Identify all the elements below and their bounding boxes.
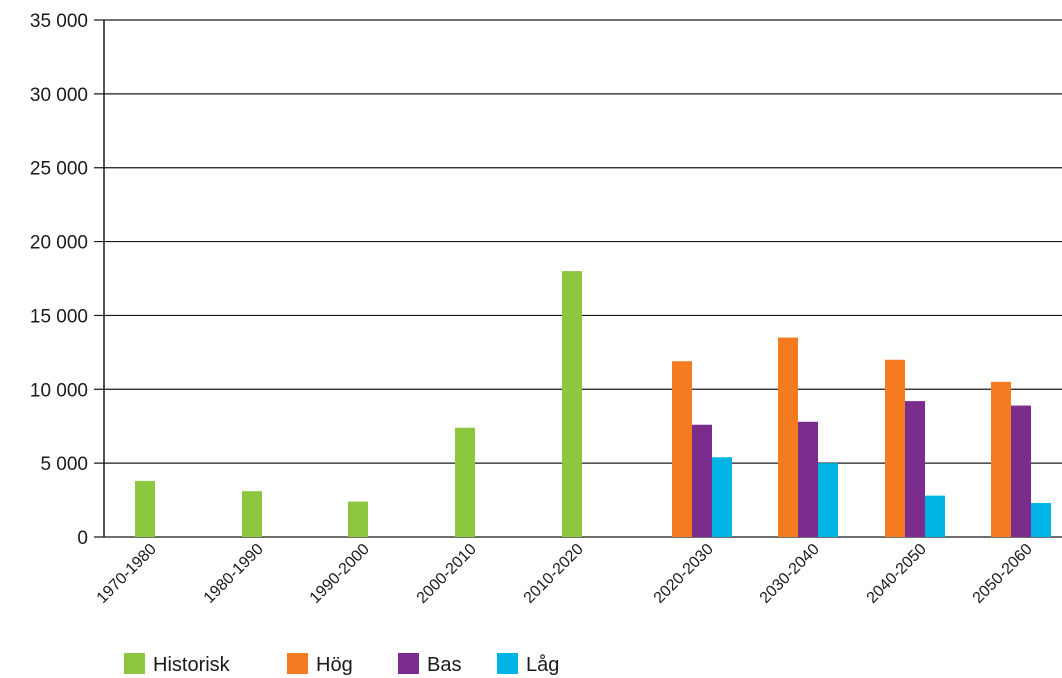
- legend-swatch-historisk: [124, 653, 145, 674]
- bar-bas-2050-2060: [1011, 405, 1031, 537]
- bar-bas-2020-2030: [692, 424, 712, 537]
- legend-label: Hög: [316, 654, 353, 676]
- bar-bas-2040-2050: [905, 401, 925, 537]
- x-category-label: 2030-2040: [757, 541, 823, 607]
- bar-låg-2050-2060: [1031, 503, 1051, 537]
- x-category-label: 1990-2000: [307, 541, 373, 607]
- legend-label: Bas: [427, 654, 461, 676]
- y-tick-label: 30 000: [30, 85, 88, 106]
- y-tick-label: 15 000: [30, 306, 88, 327]
- bar-låg-2030-2040: [818, 463, 838, 537]
- y-tick-label: 35 000: [30, 11, 88, 32]
- legend-label: Historisk: [153, 654, 231, 676]
- x-category-label: 2010-2020: [521, 541, 587, 607]
- x-category-label: 2000-2010: [414, 541, 480, 607]
- x-axis-categories: 1970-1980 1980-1990 1990-2000 2000-2010 2010…: [94, 541, 1036, 607]
- x-category-label: 2050-2060: [970, 541, 1036, 607]
- bar-historisk-2010-2020: [562, 271, 582, 537]
- bar-låg-2040-2050: [925, 495, 945, 537]
- bar-bas-2030-2040: [798, 421, 818, 537]
- bar-hög-2040-2050: [885, 359, 905, 537]
- y-tick-label: 10 000: [30, 380, 88, 401]
- bar-historisk-2000-2010: [455, 427, 475, 537]
- y-tick-label: 0: [77, 528, 88, 549]
- legend-label: Låg: [526, 654, 559, 676]
- x-category-label: 2020-2030: [651, 541, 717, 607]
- x-category-label: 1970-1980: [94, 541, 160, 607]
- bars: [135, 271, 1051, 537]
- y-tick-label: 5 000: [40, 454, 88, 475]
- legend: Historisk Hög Bas Låg: [124, 653, 559, 676]
- bar-historisk-1980-1990: [242, 491, 262, 537]
- bar-historisk-1990-2000: [348, 501, 368, 537]
- bar-historisk-1970-1980: [135, 480, 155, 537]
- bar-hög-2050-2060: [991, 381, 1011, 537]
- legend-swatch-hög: [287, 653, 308, 674]
- x-category-label: 2040-2050: [864, 541, 930, 607]
- legend-swatch-bas: [398, 653, 419, 674]
- bar-hög-2030-2040: [778, 337, 798, 537]
- y-axis-ticks: 0 5 000 10 000 15 000 20 000 25 000 30 000 35 0…: [30, 11, 88, 549]
- bar-låg-2020-2030: [712, 457, 732, 537]
- y-tick-label: 25 000: [30, 159, 88, 180]
- x-category-label: 1980-1990: [201, 541, 267, 607]
- bar-hög-2020-2030: [672, 361, 692, 537]
- y-tick-label: 20 000: [30, 233, 88, 254]
- legend-swatch-låg: [497, 653, 518, 674]
